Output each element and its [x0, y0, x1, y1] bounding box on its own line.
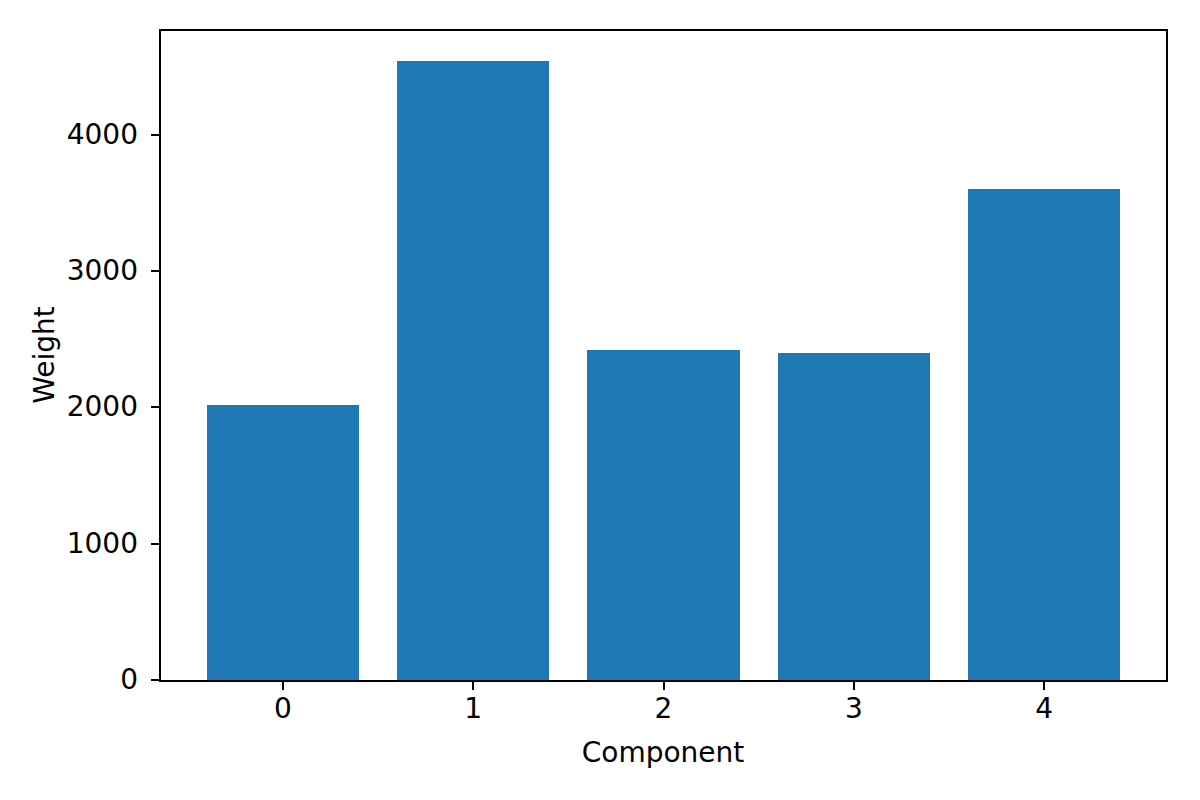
y-tick-mark: [151, 270, 159, 272]
bar: [587, 350, 739, 680]
x-tick-mark: [1043, 682, 1045, 690]
y-tick-label: 4000: [0, 119, 138, 150]
x-tick-mark: [663, 682, 665, 690]
bar: [207, 405, 359, 680]
x-tick-label: 2: [604, 694, 724, 725]
y-tick-label: 3000: [0, 256, 138, 287]
x-tick-label: 1: [413, 694, 533, 725]
y-tick-mark: [151, 134, 159, 136]
x-tick-mark: [472, 682, 474, 690]
bar: [968, 189, 1120, 680]
x-tick-mark: [282, 682, 284, 690]
x-tick-label: 3: [794, 694, 914, 725]
y-tick-label: 1000: [0, 528, 138, 559]
y-axis-label: Weight: [30, 306, 61, 404]
x-tick-mark: [853, 682, 855, 690]
bar: [397, 61, 549, 680]
y-tick-label: 0: [0, 665, 138, 696]
y-tick-label: 2000: [0, 392, 138, 423]
y-tick-mark: [151, 543, 159, 545]
bar: [778, 353, 930, 680]
x-axis-label: Component: [582, 738, 745, 769]
plot-area: [159, 29, 1168, 682]
y-tick-mark: [151, 679, 159, 681]
y-tick-mark: [151, 406, 159, 408]
x-tick-label: 4: [984, 694, 1104, 725]
x-tick-label: 0: [223, 694, 343, 725]
figure: 0 1 2 3 4 0 1000 2000 3000 4000 Component Weight: [0, 0, 1200, 800]
